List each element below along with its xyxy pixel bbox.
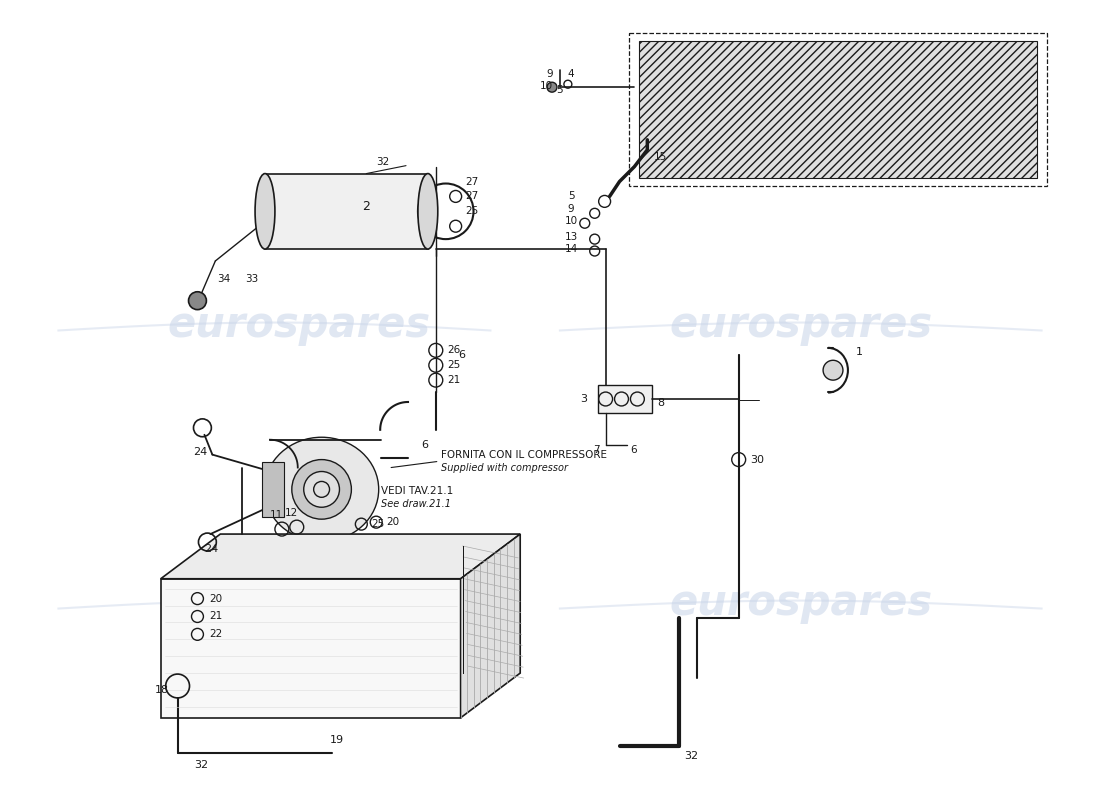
Text: 34: 34 bbox=[217, 274, 230, 284]
Text: VEDI TAV.21.1: VEDI TAV.21.1 bbox=[382, 486, 453, 496]
Text: 14: 14 bbox=[564, 244, 578, 254]
Bar bbox=[265, 174, 428, 249]
Text: 21: 21 bbox=[448, 375, 461, 385]
Text: 7: 7 bbox=[593, 445, 600, 454]
Text: 27: 27 bbox=[465, 177, 478, 186]
Text: 5: 5 bbox=[557, 85, 563, 95]
Text: 25: 25 bbox=[372, 519, 385, 529]
Text: 33: 33 bbox=[245, 274, 258, 284]
Text: 10: 10 bbox=[565, 216, 578, 226]
Text: 20: 20 bbox=[386, 517, 399, 527]
Text: 5: 5 bbox=[568, 191, 574, 202]
Ellipse shape bbox=[264, 438, 378, 542]
Polygon shape bbox=[461, 534, 520, 718]
Text: 12: 12 bbox=[285, 508, 298, 518]
Text: 18: 18 bbox=[155, 685, 169, 695]
Circle shape bbox=[304, 471, 340, 507]
Text: eurospares: eurospares bbox=[670, 303, 933, 346]
Text: 10: 10 bbox=[540, 81, 553, 91]
Polygon shape bbox=[161, 534, 520, 578]
Circle shape bbox=[292, 459, 351, 519]
Text: 22: 22 bbox=[209, 630, 222, 639]
Text: 27: 27 bbox=[465, 191, 478, 202]
Text: 26: 26 bbox=[448, 346, 461, 355]
Text: 6: 6 bbox=[459, 350, 465, 360]
Text: eurospares: eurospares bbox=[167, 582, 430, 623]
Text: eurospares: eurospares bbox=[167, 303, 430, 346]
Bar bbox=[639, 41, 1036, 178]
Text: 32: 32 bbox=[684, 750, 699, 761]
Text: 24: 24 bbox=[194, 446, 208, 457]
Text: 1: 1 bbox=[856, 347, 862, 358]
Text: 8: 8 bbox=[658, 398, 664, 408]
Text: 6: 6 bbox=[421, 440, 428, 450]
Text: 24: 24 bbox=[205, 544, 219, 554]
Text: 20: 20 bbox=[209, 594, 222, 604]
Text: eurospares: eurospares bbox=[670, 582, 933, 623]
Text: 3: 3 bbox=[580, 394, 586, 404]
Text: 2: 2 bbox=[362, 200, 371, 213]
Text: 25: 25 bbox=[465, 206, 478, 216]
Text: Supplied with compressor: Supplied with compressor bbox=[441, 462, 568, 473]
Ellipse shape bbox=[418, 174, 438, 249]
Text: See draw.21.1: See draw.21.1 bbox=[382, 499, 451, 510]
Text: 9: 9 bbox=[547, 70, 553, 79]
Circle shape bbox=[188, 292, 207, 310]
Text: 4: 4 bbox=[568, 70, 574, 79]
Bar bbox=[262, 462, 284, 517]
Text: 11: 11 bbox=[271, 510, 284, 520]
Text: 25: 25 bbox=[448, 360, 461, 370]
Text: 32: 32 bbox=[376, 157, 389, 166]
Text: FORNITA CON IL COMPRESSORE: FORNITA CON IL COMPRESSORE bbox=[441, 450, 607, 460]
Text: 30: 30 bbox=[750, 454, 764, 465]
Text: 21: 21 bbox=[209, 611, 222, 622]
Bar bbox=[597, 385, 652, 413]
Text: 6: 6 bbox=[630, 445, 637, 454]
Text: 9: 9 bbox=[568, 204, 574, 214]
Text: 32: 32 bbox=[195, 761, 209, 770]
Text: 15: 15 bbox=[654, 152, 668, 162]
Text: 13: 13 bbox=[564, 232, 578, 242]
Bar bbox=[629, 33, 1046, 186]
Text: 19: 19 bbox=[329, 734, 343, 745]
Circle shape bbox=[823, 360, 843, 380]
Polygon shape bbox=[161, 578, 461, 718]
Circle shape bbox=[547, 82, 557, 92]
Ellipse shape bbox=[255, 174, 275, 249]
